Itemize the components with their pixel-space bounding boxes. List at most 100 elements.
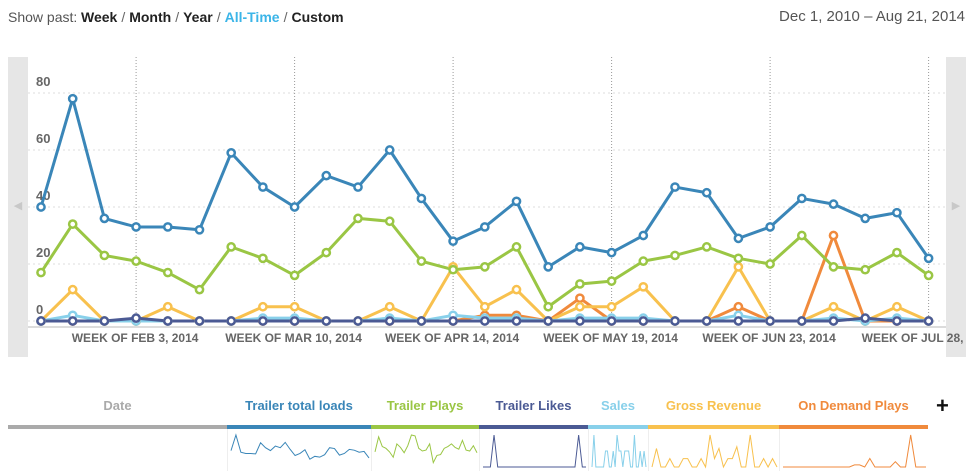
- data-point: [511, 284, 522, 295]
- range-option-month[interactable]: Month: [129, 9, 172, 25]
- chevron-left-icon: ◀: [13, 200, 23, 212]
- x-tick-label: WEEK OF FEB 3, 2014: [72, 331, 199, 345]
- legend-color-bar: [371, 425, 479, 429]
- data-point: [448, 236, 458, 247]
- data-point: [511, 196, 522, 207]
- data-point: [448, 264, 458, 275]
- data-point: [860, 264, 871, 275]
- data-point: [575, 242, 585, 252]
- legend-label-sales: Sales: [601, 398, 635, 413]
- data-point: [99, 316, 110, 326]
- data-point: [638, 230, 649, 241]
- data-point: [289, 301, 300, 312]
- data-point: [796, 193, 807, 204]
- sparkline-trailer-plays: [371, 429, 478, 471]
- data-point: [543, 316, 554, 326]
- sparkline-path: [230, 433, 370, 460]
- legend-color-bar: [479, 425, 588, 429]
- data-point: [479, 262, 490, 272]
- data-point: [606, 247, 617, 258]
- range-separator: /: [216, 9, 221, 25]
- sparkline-path: [591, 434, 647, 468]
- data-point: [733, 253, 744, 264]
- legend-item-trailer-plays[interactable]: Trailer Plays: [371, 393, 479, 474]
- data-point: [36, 267, 46, 278]
- data-point: [321, 316, 332, 326]
- data-point: [353, 316, 363, 326]
- data-point: [194, 224, 205, 235]
- sparkline-path: [374, 434, 478, 465]
- data-point: [511, 316, 522, 326]
- data-point: [892, 301, 902, 312]
- data-point: [416, 193, 427, 204]
- data-point: [194, 284, 205, 295]
- data-point: [416, 316, 427, 326]
- data-point: [733, 316, 744, 326]
- data-point: [638, 256, 649, 266]
- data-point: [796, 230, 807, 241]
- data-point: [321, 247, 332, 258]
- legend-item-on-demand-plays[interactable]: On Demand Plays: [779, 393, 928, 474]
- range-separator: /: [175, 9, 180, 25]
- data-point: [511, 242, 522, 252]
- add-series-button[interactable]: +: [936, 393, 949, 418]
- data-point: [733, 301, 744, 312]
- data-point: [384, 216, 395, 227]
- data-point: [828, 316, 839, 326]
- x-tick-label: WEEK OF JUL 28, 2014: [862, 331, 966, 345]
- legend-label-trailer-total-loads: Trailer total loads: [245, 398, 353, 413]
- y-tick-label: 0: [36, 302, 43, 317]
- scroll-left-handle[interactable]: ◀: [8, 57, 28, 357]
- data-point: [67, 93, 78, 104]
- legend-label-gross-revenue: Gross Revenue: [665, 398, 762, 413]
- data-point: [733, 233, 744, 244]
- scroll-right-handle[interactable]: ▶: [946, 57, 966, 357]
- legend-item-trailer-likes[interactable]: Trailer Likes: [479, 393, 588, 474]
- data-point: [765, 259, 775, 269]
- data-point: [828, 301, 839, 312]
- data-point: [796, 316, 807, 326]
- range-option-custom[interactable]: Custom: [291, 9, 344, 25]
- data-point: [828, 230, 839, 241]
- range-option-all-time[interactable]: All-Time: [224, 9, 280, 25]
- x-tick-label: WEEK OF MAY 19, 2014: [543, 331, 678, 345]
- range-option-year[interactable]: Year: [183, 9, 213, 25]
- data-point: [923, 253, 934, 264]
- data-point: [162, 267, 173, 278]
- chart-area: ◀ ▶ 0 20 40 60 80 WEEK OF FEB 3, 2014 WEEK OF …: [8, 57, 966, 357]
- sparkline-trailer-total-loads: [227, 429, 370, 471]
- legend-item-sales[interactable]: Sales: [588, 393, 648, 474]
- y-tick-label: 60: [36, 131, 50, 146]
- data-point: [258, 301, 268, 312]
- y-tick-label: 20: [36, 245, 50, 260]
- data-point: [733, 262, 744, 272]
- sparkline-path: [483, 434, 586, 468]
- data-point: [575, 316, 585, 326]
- sparkline-path: [651, 434, 778, 469]
- data-point: [384, 145, 395, 155]
- data-point: [162, 316, 173, 326]
- data-point: [860, 213, 871, 224]
- data-point: [923, 270, 934, 281]
- range-option-week[interactable]: Week: [81, 9, 118, 25]
- data-point: [575, 279, 585, 289]
- data-point: [479, 316, 490, 326]
- data-point: [670, 316, 680, 326]
- legend-color-bar: [648, 425, 779, 429]
- data-point: [701, 187, 712, 198]
- legend-item-trailer-total-loads[interactable]: Trailer total loads: [227, 393, 371, 474]
- range-separator: /: [283, 9, 288, 25]
- data-point: [892, 247, 902, 258]
- data-point: [289, 316, 300, 326]
- data-point: [99, 250, 110, 261]
- data-point: [353, 182, 363, 192]
- data-point: [543, 301, 554, 312]
- legend-item-date[interactable]: Date: [8, 393, 227, 474]
- range-separator: /: [121, 9, 126, 25]
- data-point: [131, 256, 141, 266]
- data-point: [99, 213, 110, 224]
- legend-item-gross-revenue[interactable]: Gross Revenue: [648, 393, 779, 474]
- data-point: [448, 316, 458, 326]
- data-point: [258, 253, 268, 264]
